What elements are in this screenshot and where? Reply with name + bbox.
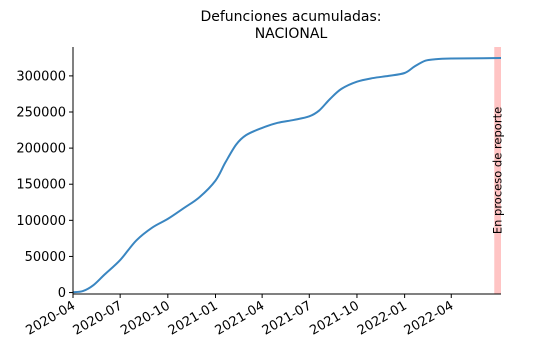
y-tick-label: 150000: [16, 178, 66, 193]
y-tick-label: 300000: [16, 69, 66, 84]
x-axis-ticks: 2020-042020-072020-102021-012021-042021-…: [23, 294, 456, 339]
chart-subtitle: NACIONAL: [255, 26, 328, 42]
series-layer: [72, 57, 502, 294]
x-tick-label: 2021-10: [307, 298, 362, 338]
y-tick-label: 50000: [25, 250, 66, 265]
y-axis-ticks: 0 50000 100000 150000 200000 250000 300000: [16, 69, 73, 301]
x-tick-label: 2021-01: [166, 298, 221, 338]
reporting-band-label: En proceso de reporte: [491, 107, 505, 234]
x-tick-label: 2022-01: [355, 298, 410, 338]
y-tick-label: 200000: [16, 142, 66, 157]
x-tick-label: 2021-04: [213, 298, 268, 338]
reporting-band: [494, 47, 501, 294]
x-tick-label: 2022-04: [402, 298, 457, 338]
x-tick-label: 2020-10: [118, 298, 173, 338]
y-tick-label: 250000: [16, 106, 66, 121]
x-tick-label: 2020-04: [23, 298, 78, 338]
x-tick-label: 2021-07: [260, 298, 315, 338]
y-tick-label: 100000: [16, 214, 66, 229]
x-tick-label: 2020-07: [71, 298, 126, 338]
reporting-band-layer: En proceso de reporte: [491, 47, 505, 294]
y-tick-label: 0: [58, 286, 66, 301]
series-line-0: [72, 57, 502, 294]
chart-title: Defunciones acumuladas:: [200, 9, 381, 25]
